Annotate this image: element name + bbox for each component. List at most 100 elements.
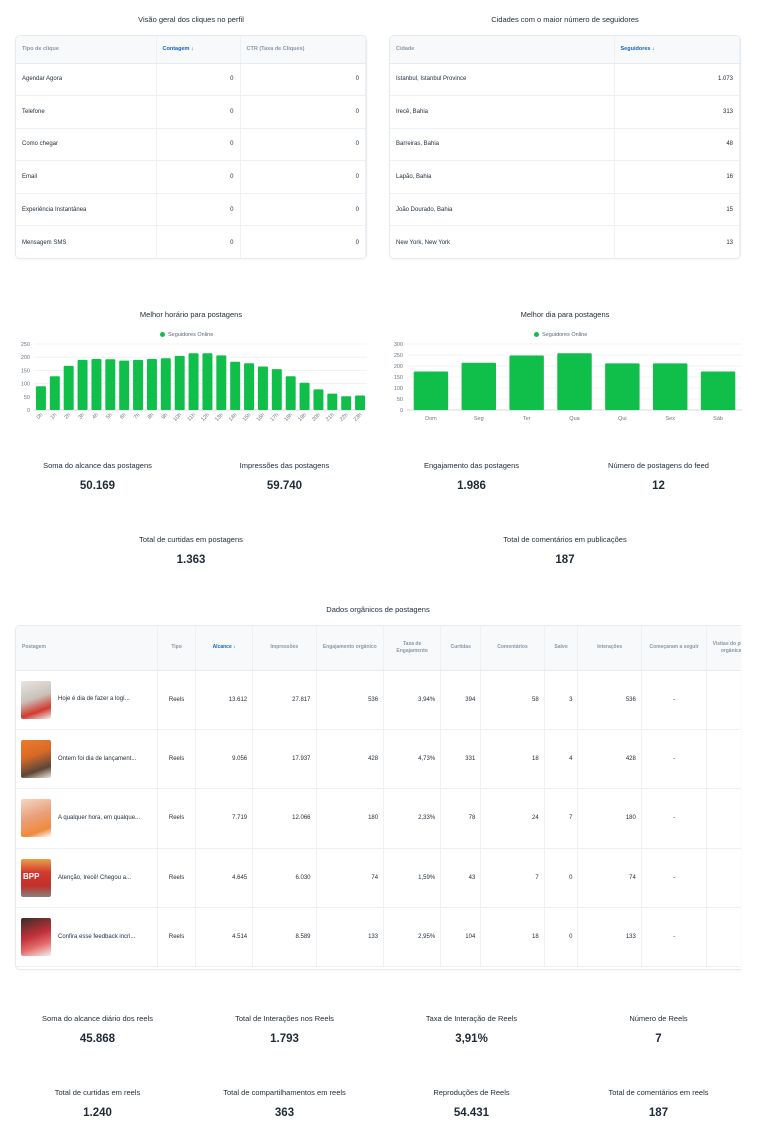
col-tipo-clique[interactable]: Tipo de clique	[16, 36, 157, 64]
tipo-cell: Reels	[157, 848, 197, 909]
col-tipo[interactable]: Tipo	[157, 626, 197, 671]
bar-5h[interactable]	[105, 359, 116, 410]
col-curtidas[interactable]: Curtidas	[440, 626, 482, 671]
table-row: Istanbul, Istanbul Province 1.073	[390, 63, 740, 97]
post-cell-content: Hoje é dia de fazer a logí...	[21, 680, 152, 719]
click-ctr-cell: 0	[240, 63, 366, 97]
post-row[interactable]: Confira esse feedback incri... Reels 4.514…	[16, 907, 741, 968]
bar-20h[interactable]	[313, 389, 324, 410]
click-type-cell: Email	[16, 160, 157, 194]
bar-2h[interactable]	[63, 365, 74, 410]
metric-curtidas-postagens: Total de curtidas em postagens 1.363	[15, 535, 367, 566]
bar-3h[interactable]	[77, 359, 88, 410]
bar-Seg[interactable]	[461, 362, 497, 410]
city-name-cell: Istanbul, Istanbul Province	[390, 63, 615, 97]
metric-comentarios-publicacoes: Total de comentários em publicações 187	[389, 535, 741, 566]
x-tick-label: 16h	[256, 412, 267, 423]
metric-interacoes-reels: Total de Interações nos Reels 1.793	[202, 1014, 367, 1045]
bar-16h[interactable]	[257, 366, 268, 410]
post-thumbnail[interactable]	[21, 799, 51, 838]
bar-6h[interactable]	[119, 360, 130, 410]
bar-Dom[interactable]	[413, 371, 449, 411]
bar-Qui[interactable]	[605, 363, 640, 410]
post-cell[interactable]: Ontem foi dia de lançament...	[16, 729, 159, 790]
post-thumbnail[interactable]: BPP	[21, 858, 51, 897]
post-row[interactable]: Ontem foi dia de lançament... Reels 9.056 1…	[16, 729, 741, 790]
bar-13h[interactable]	[216, 355, 227, 410]
post-row[interactable]: Hoje é dia de fazer a logí... Reels 13.612…	[16, 670, 741, 730]
y-tick-label: 0	[27, 408, 30, 414]
bar-7h[interactable]	[133, 359, 144, 410]
bar-0h[interactable]	[35, 386, 46, 410]
post-row[interactable]: BPP Atenção, Irecê! Chegou a... Reels 4.645…	[16, 848, 741, 909]
col-impressoes[interactable]: Impressões	[252, 626, 317, 671]
metric-label: Total de curtidas em postagens	[139, 535, 243, 544]
taxa-cell: 1,59%	[383, 848, 442, 909]
bar-15h[interactable]	[244, 363, 255, 410]
post-row[interactable]: A qualquer hora, em qualque... Reels 7.719…	[16, 788, 741, 849]
col-contagem[interactable]: Contagem ↓	[156, 36, 241, 64]
col-postagem[interactable]: Postagem	[16, 626, 159, 671]
legend-label: Seguidores Online	[542, 332, 588, 338]
x-tick-label: 22h	[339, 412, 350, 423]
bar-Ter[interactable]	[509, 355, 544, 410]
bar-19h[interactable]	[299, 382, 310, 410]
bar-21h[interactable]	[327, 393, 338, 410]
click-type-cell: Telefone	[16, 95, 157, 129]
col-salvo[interactable]: Salvo	[544, 626, 579, 671]
city-followers-cell: 15	[614, 193, 740, 227]
bar-9h[interactable]	[160, 358, 171, 410]
bar-18h[interactable]	[285, 376, 296, 410]
post-thumbnail[interactable]	[21, 740, 51, 779]
bar-1h[interactable]	[49, 376, 60, 410]
metric-value: 1.986	[457, 480, 486, 492]
col-taxa-engajamento[interactable]: Taxa de Engajamento	[383, 626, 442, 671]
col-comecaram-seguir[interactable]: Começaram a seguir	[641, 626, 708, 671]
bar-14h[interactable]	[230, 361, 241, 410]
x-tick-label: 3h	[77, 412, 86, 421]
col-cidade[interactable]: Cidade	[390, 36, 615, 64]
post-cell[interactable]: Hoje é dia de fazer a logí...	[16, 670, 159, 730]
city-followers-cell: 1.073	[614, 63, 740, 97]
col-seguidores[interactable]: Seguidores ↓	[614, 36, 740, 64]
city-followers-cell: 48	[614, 128, 740, 162]
post-thumbnail[interactable]	[21, 918, 51, 957]
bar-12h[interactable]	[202, 353, 213, 410]
metric-value: 3,91%	[455, 1033, 488, 1045]
hour-chart-legend: Seguidores Online	[160, 332, 213, 338]
y-tick-label: 200	[21, 355, 30, 361]
col-engajamento-organico[interactable]: Engajamento orgânico	[316, 626, 385, 671]
post-caption: Atenção, Irecê! Chegou a...	[58, 874, 132, 881]
bar-4h[interactable]	[91, 359, 102, 410]
bar-22h[interactable]	[341, 396, 352, 410]
post-cell[interactable]: BPP Atenção, Irecê! Chegou a...	[16, 848, 159, 909]
col-alcance[interactable]: Alcance ↓	[195, 626, 254, 671]
x-tick-label: Sáb	[713, 416, 723, 422]
impressoes-cell: 6.030	[252, 848, 317, 909]
bar-Sex[interactable]	[652, 363, 688, 410]
col-visitas-perfil[interactable]: Visitas do perfil orgânica	[706, 626, 741, 671]
bar-11h[interactable]	[188, 353, 199, 410]
table-row: Lapão, Bahia 16	[390, 160, 740, 194]
bar-10h[interactable]	[174, 355, 185, 410]
visitas-cell	[706, 670, 741, 730]
bar-Sáb[interactable]	[700, 371, 736, 411]
posts-title: Dados orgânicos de postagens	[326, 605, 430, 614]
col-interacoes[interactable]: Interações	[577, 626, 642, 671]
alcance-cell: 4.514	[195, 907, 254, 968]
table-row: New York, New York 13	[390, 225, 740, 258]
bar-Qua[interactable]	[557, 353, 592, 410]
post-cell[interactable]: Confira esse feedback incri...	[16, 907, 159, 968]
col-comentarios[interactable]: Comentários	[480, 626, 545, 671]
clicks-title: Visão geral dos cliques no perfil	[138, 15, 244, 24]
post-thumbnail[interactable]	[21, 680, 51, 719]
bar-17h[interactable]	[271, 369, 282, 410]
bar-23h[interactable]	[355, 395, 366, 410]
col-ctr[interactable]: CTR (Taxa de Cliques)	[240, 36, 366, 64]
impressoes-cell: 17.937	[252, 729, 317, 790]
metric-value: 12	[652, 480, 665, 492]
thumbnail-overlay-text: BPP	[23, 871, 40, 881]
post-cell[interactable]: A qualquer hora, em qualque...	[16, 788, 159, 849]
comentarios-cell: 24	[480, 788, 545, 849]
bar-8h[interactable]	[146, 359, 157, 410]
